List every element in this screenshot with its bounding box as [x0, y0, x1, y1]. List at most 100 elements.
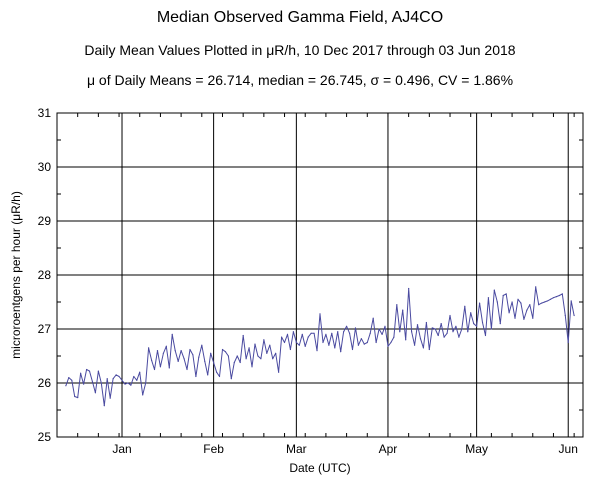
data-point	[419, 338, 422, 340]
data-point	[207, 374, 209, 376]
data-point	[558, 294, 560, 297]
data-point	[313, 332, 315, 334]
data-point	[541, 302, 543, 304]
data-point	[74, 395, 76, 398]
data-point	[526, 309, 528, 311]
data-point	[251, 366, 253, 368]
data-point	[473, 323, 475, 325]
data-point	[103, 405, 105, 407]
data-point	[186, 368, 188, 371]
data-point	[549, 298, 552, 300]
data-point	[428, 348, 430, 351]
data-point	[331, 332, 333, 334]
data-point	[520, 302, 522, 304]
data-point	[278, 371, 280, 373]
data-point	[446, 332, 448, 334]
data-point	[150, 359, 153, 361]
data-point	[511, 301, 513, 303]
data-point	[546, 300, 549, 302]
data-point	[354, 327, 357, 329]
data-point	[121, 379, 123, 381]
data-point	[372, 317, 374, 319]
data-point	[535, 286, 537, 288]
data-point	[275, 352, 277, 354]
data-point	[254, 343, 256, 345]
data-point	[100, 382, 102, 384]
x-axis-label: Date (UTC)	[289, 461, 350, 475]
data-point	[269, 344, 271, 346]
data-point	[301, 333, 303, 335]
data-point	[360, 338, 362, 340]
data-point	[487, 297, 490, 299]
data-point	[340, 351, 342, 353]
data-point	[399, 331, 401, 333]
data-point	[378, 328, 380, 330]
data-point	[280, 336, 283, 338]
data-point	[112, 378, 114, 380]
data-point	[440, 323, 442, 325]
data-point	[431, 327, 433, 329]
data-point	[393, 336, 395, 338]
data-point	[292, 331, 295, 333]
x-tick-label: Jun	[559, 442, 578, 456]
series-line	[65, 286, 575, 407]
y-axis-ticks: 25 26 27 28 29 30 31	[38, 106, 583, 444]
data-point	[375, 341, 377, 344]
data-point	[514, 317, 516, 319]
y-tick-label: 29	[38, 214, 52, 228]
data-point	[189, 348, 191, 351]
x-tick-label: May	[465, 442, 488, 456]
data-point	[142, 394, 144, 396]
data-point	[115, 374, 117, 376]
data-point	[348, 332, 351, 334]
data-point	[165, 345, 167, 347]
y-tick-label: 31	[38, 106, 52, 120]
data-point	[476, 325, 478, 327]
data-point	[484, 334, 487, 337]
data-point	[148, 347, 150, 349]
data-point	[434, 328, 436, 330]
data-point	[552, 297, 555, 299]
data-point	[396, 304, 398, 306]
y-tick-label: 30	[38, 160, 52, 174]
data-point	[310, 332, 312, 334]
data-point	[523, 318, 525, 320]
data-point	[532, 317, 534, 319]
data-point	[213, 361, 215, 364]
x-tick-label: Apr	[379, 442, 398, 456]
plot-frame	[56, 112, 584, 438]
data-point	[390, 341, 392, 344]
data-point	[283, 341, 286, 344]
data-point	[496, 301, 498, 303]
y-tick-label: 26	[38, 376, 52, 390]
data-point	[91, 381, 94, 383]
data-point	[345, 325, 348, 327]
data-point	[529, 304, 531, 306]
data-point	[322, 341, 324, 344]
data-point	[174, 350, 176, 352]
data-point	[245, 358, 247, 360]
data-point	[416, 324, 419, 326]
data-point	[564, 314, 566, 317]
data-point	[71, 379, 73, 381]
data-point	[343, 331, 345, 333]
data-point	[94, 392, 97, 394]
data-point	[499, 323, 501, 325]
data-point	[561, 293, 563, 295]
data-point	[387, 345, 389, 347]
data-point	[437, 334, 439, 337]
data-point	[470, 312, 472, 314]
data-point	[109, 397, 111, 399]
data-point	[136, 379, 138, 381]
data-point	[168, 367, 170, 369]
data-point	[133, 375, 135, 378]
data-point	[402, 309, 404, 311]
chart-title: Median Observed Gamma Field, AJ4CO	[156, 9, 444, 26]
data-point	[145, 382, 147, 384]
data-point	[204, 360, 206, 362]
data-point	[248, 347, 250, 349]
data-point	[413, 344, 416, 346]
data-point	[369, 332, 371, 334]
data-point	[242, 334, 244, 337]
data-point	[218, 375, 221, 378]
